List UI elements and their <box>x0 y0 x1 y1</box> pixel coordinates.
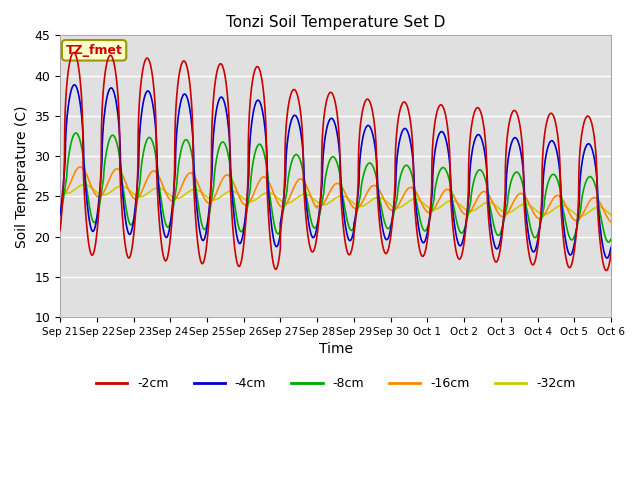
Y-axis label: Soil Temperature (C): Soil Temperature (C) <box>15 105 29 248</box>
Text: TZ_fmet: TZ_fmet <box>66 44 122 57</box>
X-axis label: Time: Time <box>319 342 353 357</box>
Title: Tonzi Soil Temperature Set D: Tonzi Soil Temperature Set D <box>226 15 445 30</box>
Legend: -2cm, -4cm, -8cm, -16cm, -32cm: -2cm, -4cm, -8cm, -16cm, -32cm <box>91 372 580 396</box>
